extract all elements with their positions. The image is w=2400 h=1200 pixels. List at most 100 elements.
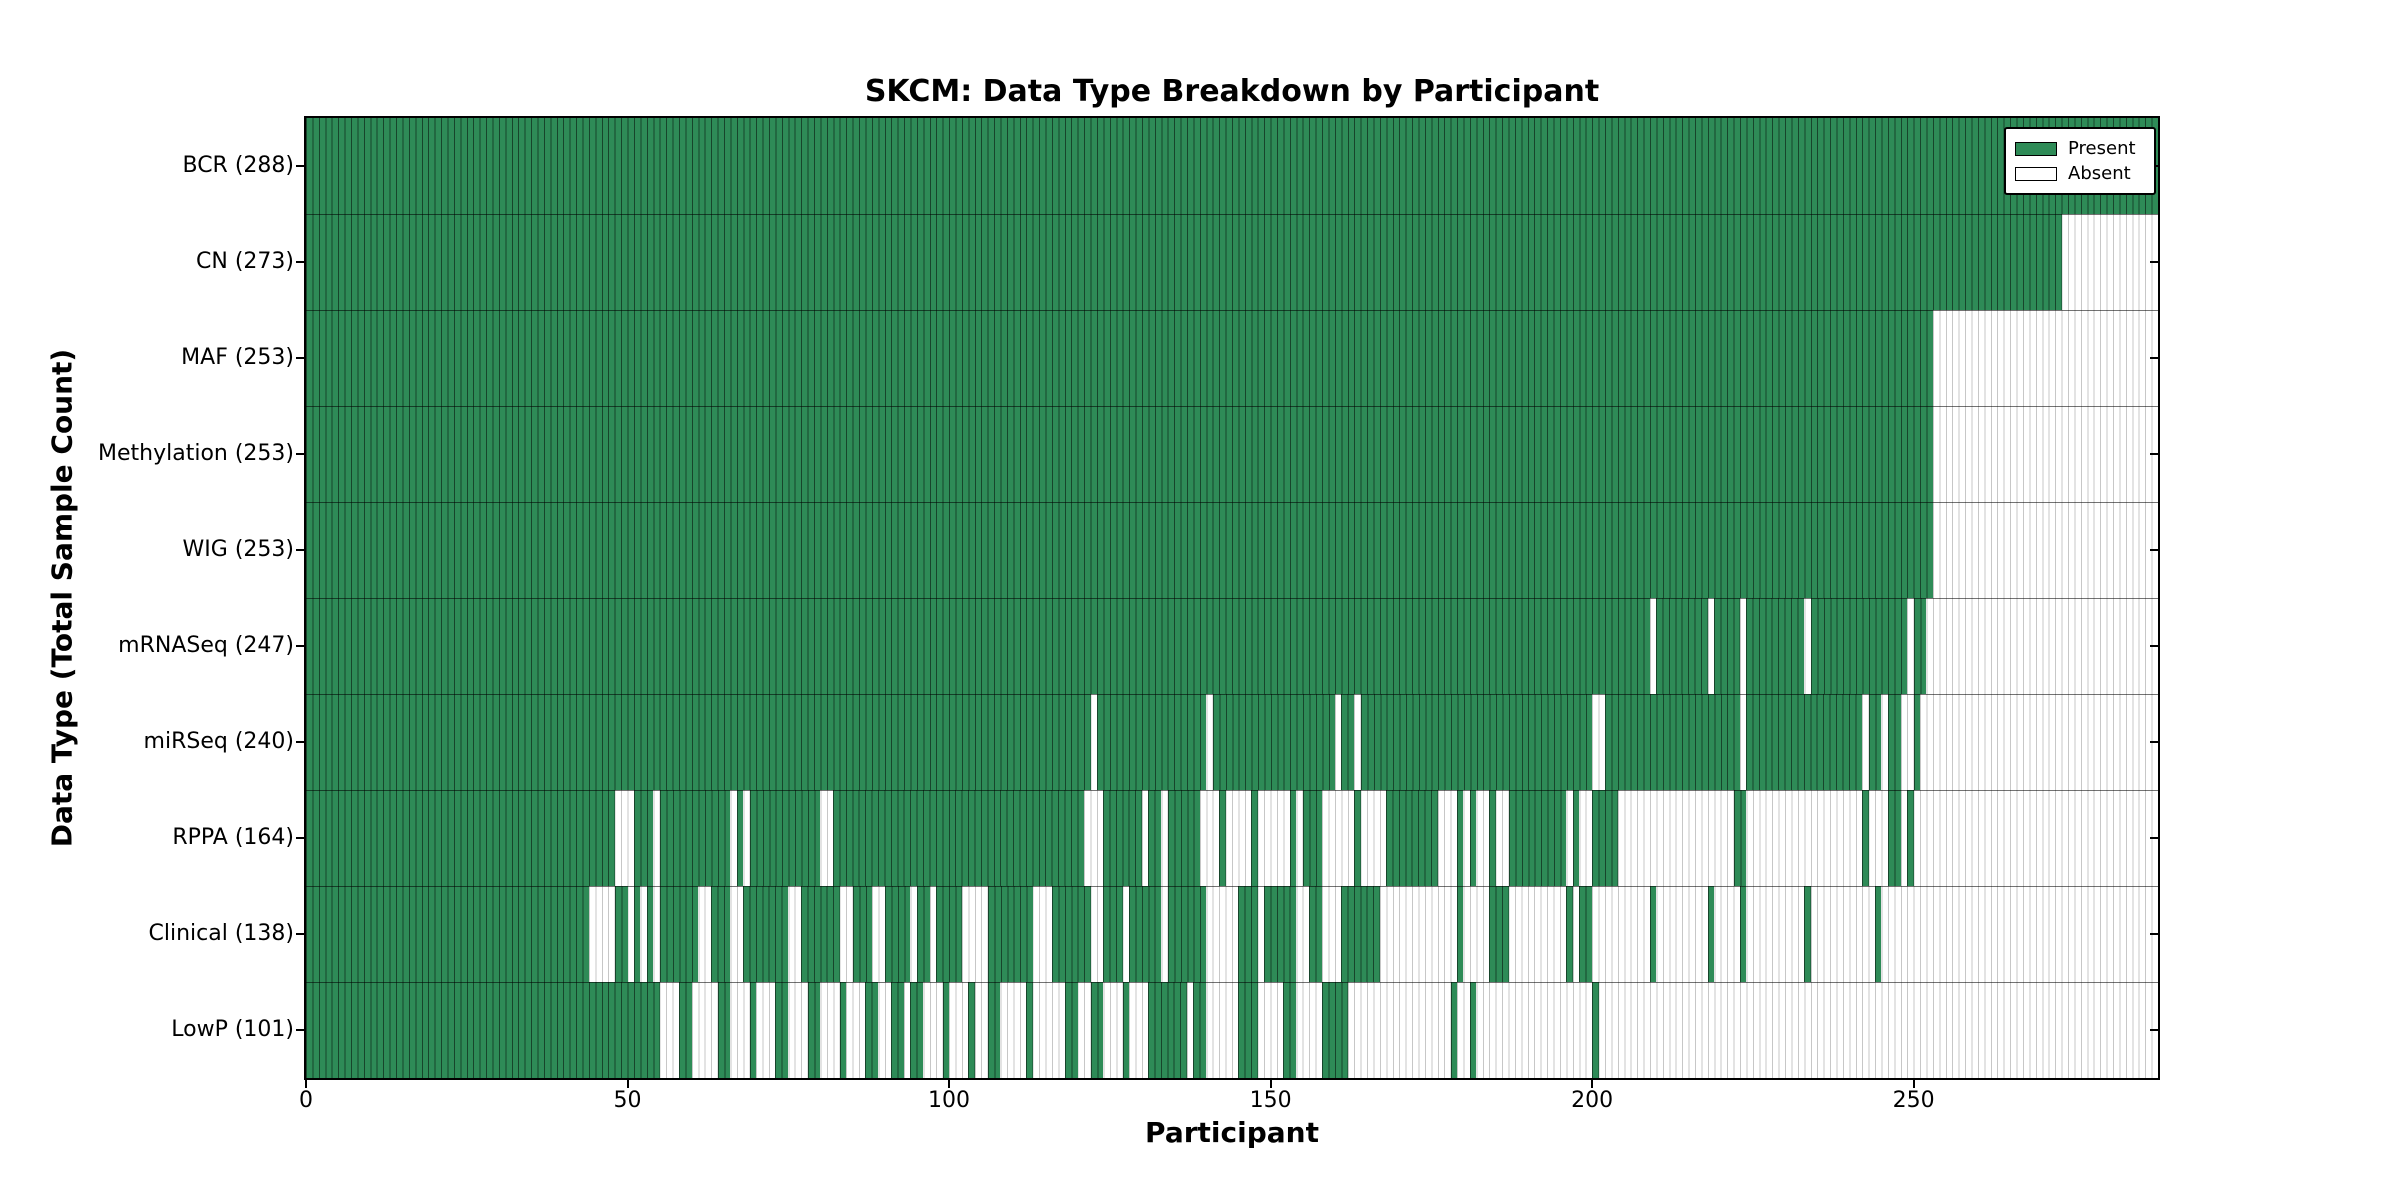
legend-absent-label: Absent (2068, 163, 2131, 184)
x-tick-label: 150 (1249, 1088, 1292, 1113)
heatmap-present-segment (1469, 982, 1477, 1078)
y-tick-mark-left (296, 837, 304, 839)
heatmap-present-segment (1887, 694, 1901, 790)
y-tick-label: LowP (101) (171, 1017, 294, 1042)
legend-present-swatch (2015, 141, 2057, 156)
y-tick-mark-right (2150, 357, 2158, 359)
heatmap-present-segment (1566, 886, 1573, 982)
y-tick-mark-right (2150, 453, 2158, 455)
heatmap-present-segment (1238, 886, 1258, 982)
row-separator-line (306, 309, 2158, 311)
heatmap-present-segment (936, 886, 962, 982)
heatmap-present-segment (1746, 598, 1805, 694)
heatmap-present-segment (1649, 886, 1657, 982)
heatmap-present-segment (1450, 982, 1458, 1078)
heatmap-present-segment (1862, 790, 1869, 886)
heatmap-present-segment (1026, 982, 1033, 1078)
heatmap-present-segment (1148, 982, 1187, 1078)
legend: Present Absent (2004, 127, 2156, 195)
row-separator-line (306, 501, 2158, 503)
heatmap-present-segment (1322, 982, 1348, 1078)
y-tick-mark-right (2150, 1029, 2158, 1031)
heatmap-present-segment (1868, 694, 1882, 790)
heatmap-present-segment (1309, 886, 1323, 982)
heatmap-present-segment (1360, 694, 1593, 790)
legend-absent-swatch (2015, 166, 2057, 181)
heatmap-present-segment (1875, 886, 1882, 982)
heatmap-present-segment (659, 790, 731, 886)
y-tick-mark-left (296, 261, 304, 263)
heatmap-present-segment (1103, 790, 1142, 886)
heatmap-present-segment (775, 982, 789, 1078)
heatmap-present-segment (916, 886, 930, 982)
heatmap-present-segment (1810, 598, 1908, 694)
heatmap-present-segment (306, 502, 1933, 598)
heatmap-present-segment (1489, 790, 1496, 886)
heatmap-present-segment (1103, 886, 1123, 982)
row-separator-line (306, 213, 2158, 215)
heatmap-present-segment (633, 886, 641, 982)
heatmap-present-segment (1167, 790, 1200, 886)
heatmap-present-segment (1064, 982, 1078, 1078)
heatmap-present-segment (1887, 790, 1901, 886)
heatmap-present-segment (306, 406, 1933, 502)
x-tick-label: 50 (613, 1088, 642, 1113)
heatmap-present-segment (852, 886, 872, 982)
heatmap-present-segment (884, 886, 911, 982)
y-tick-mark-right (2150, 741, 2158, 743)
heatmap-present-segment (678, 982, 692, 1078)
heatmap-present-segment (1740, 886, 1747, 982)
x-tick-mark (1591, 1080, 1594, 1088)
heatmap-present-segment (749, 790, 821, 886)
heatmap-present-segment (807, 982, 821, 1078)
heatmap-present-segment (749, 982, 757, 1078)
y-tick-mark-left (296, 165, 304, 167)
heatmap-present-segment (1096, 694, 1207, 790)
heatmap-present-segment (968, 982, 975, 1078)
heatmap-present-segment (1592, 790, 1618, 886)
heatmap-present-segment (1579, 886, 1593, 982)
legend-item-absent: Absent (2015, 161, 2144, 186)
heatmap-present-segment (743, 886, 789, 982)
heatmap-present-segment (1090, 982, 1104, 1078)
x-tick-label: 250 (1892, 1088, 1935, 1113)
heatmap-present-segment (306, 310, 1933, 406)
heatmap-present-segment (711, 886, 731, 982)
x-tick-label: 0 (299, 1088, 313, 1113)
row-separator-line (306, 405, 2158, 407)
y-tick-mark-right (2150, 549, 2158, 551)
heatmap-present-segment (306, 598, 1650, 694)
heatmap-present-segment (1354, 790, 1361, 886)
heatmap-present-segment (1251, 790, 1258, 886)
heatmap-present-segment (1913, 598, 1927, 694)
heatmap-present-segment (865, 982, 879, 1078)
heatmap-present-segment (1804, 886, 1811, 982)
plot-area (304, 116, 2160, 1080)
x-tick-label: 200 (1571, 1088, 1614, 1113)
heatmap-present-segment (306, 982, 660, 1078)
heatmap-present-segment (633, 790, 654, 886)
y-tick-label: Methylation (253) (98, 441, 294, 466)
heatmap-present-segment (833, 790, 1085, 886)
heatmap-present-segment (306, 790, 615, 886)
y-tick-label: Clinical (138) (148, 921, 294, 946)
heatmap-present-segment (1264, 886, 1297, 982)
y-tick-label: CN (273) (196, 249, 294, 274)
x-tick-mark (1269, 1080, 1272, 1088)
y-tick-mark-left (296, 357, 304, 359)
heatmap-present-segment (1656, 598, 1708, 694)
heatmap-present-segment (306, 886, 589, 982)
heatmap-present-segment (801, 886, 840, 982)
heatmap-present-segment (306, 694, 1091, 790)
heatmap-present-segment (1386, 790, 1438, 886)
heatmap-present-segment (1283, 982, 1297, 1078)
y-tick-mark-left (296, 741, 304, 743)
heatmap-present-segment (1129, 886, 1162, 982)
heatmap-present-segment (1289, 790, 1297, 886)
x-tick-label: 100 (928, 1088, 971, 1113)
heatmap-present-segment (1341, 886, 1380, 982)
heatmap-present-segment (1219, 790, 1226, 886)
legend-item-present: Present (2015, 136, 2144, 161)
heatmap-present-segment (614, 886, 628, 982)
